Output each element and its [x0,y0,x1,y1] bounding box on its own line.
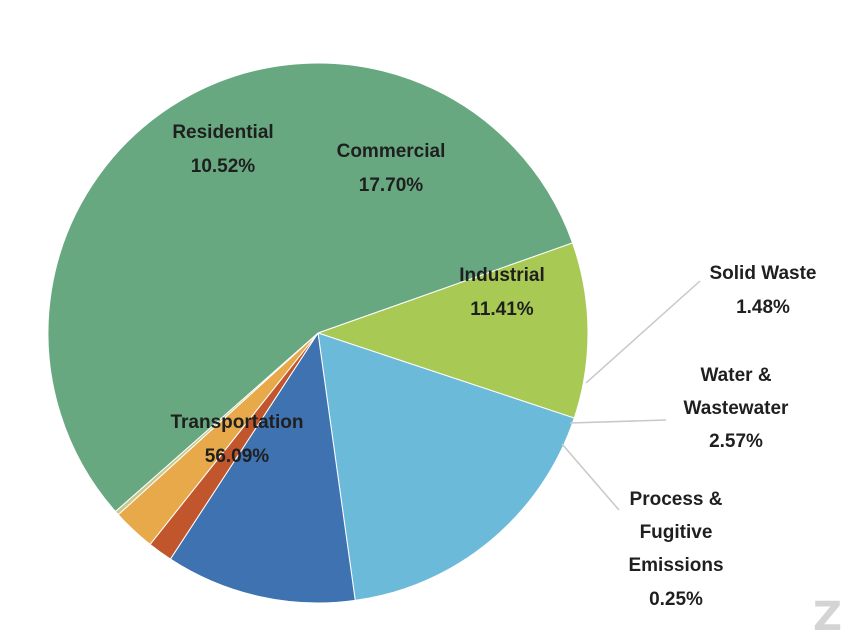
leader-line-solid-waste [585,280,701,384]
slice-value-process-and-fugitive-emissions: 0.25% [649,589,703,610]
leader-line-process-and-fugitive-emissions [561,443,620,511]
pie-slice-commercial [317,332,575,601]
slice-label-commercial: Commercial 17.70% [337,141,446,196]
slice-label-industrial: Industrial 11.41% [459,265,545,320]
slice-value-commercial: 17.70% [359,175,424,196]
slice-label-transportation: Transportation 56.09% [170,412,303,467]
pie-slice-industrial [169,331,356,604]
slice-label-residential: Residential 10.52% [172,122,273,177]
slice-value-transportation: 56.09% [205,446,270,467]
pie-slice-residential [316,242,589,419]
leader-line-water-and-wastewater [569,419,667,424]
watermark-logo: Z [812,594,842,640]
slice-label-process-and-fugitive-emissions: Process & Fugitive Emissions 0.25% [628,489,723,610]
slice-value-water-and-wastewater: 2.57% [709,431,763,452]
slice-label-water-and-wastewater: Water & Wastewater 2.57% [684,365,789,452]
slice-value-solid-waste: 1.48% [736,297,790,318]
pie-slice-transportation [47,62,574,513]
slice-value-industrial: 11.41% [470,299,533,320]
slice-value-residential: 10.52% [191,156,256,177]
slice-label-solid-waste: Solid Waste 1.48% [710,263,817,318]
